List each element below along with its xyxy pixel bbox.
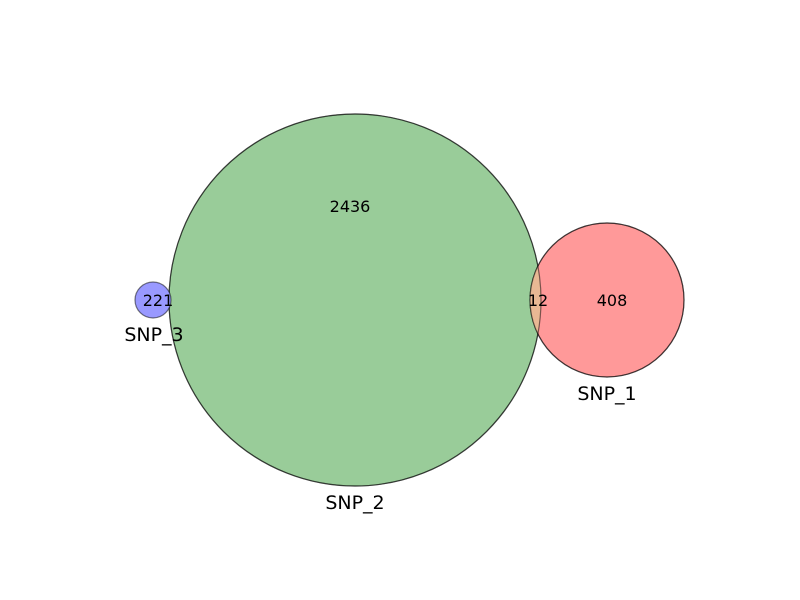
- snp3-only-count: 221: [143, 291, 174, 310]
- snp3-circle: [134, 281, 172, 319]
- snp2-circle: [168, 113, 542, 487]
- snp2-only-count: 2436: [330, 197, 371, 216]
- snp1-snp2-count: 12: [528, 291, 548, 310]
- snp2-label: SNP_2: [325, 492, 384, 514]
- snp1-only-count: 408: [597, 291, 628, 310]
- snp1-label: SNP_1: [577, 383, 636, 405]
- snp3-label: SNP_3: [124, 324, 183, 346]
- snp1-outline: [529, 222, 685, 378]
